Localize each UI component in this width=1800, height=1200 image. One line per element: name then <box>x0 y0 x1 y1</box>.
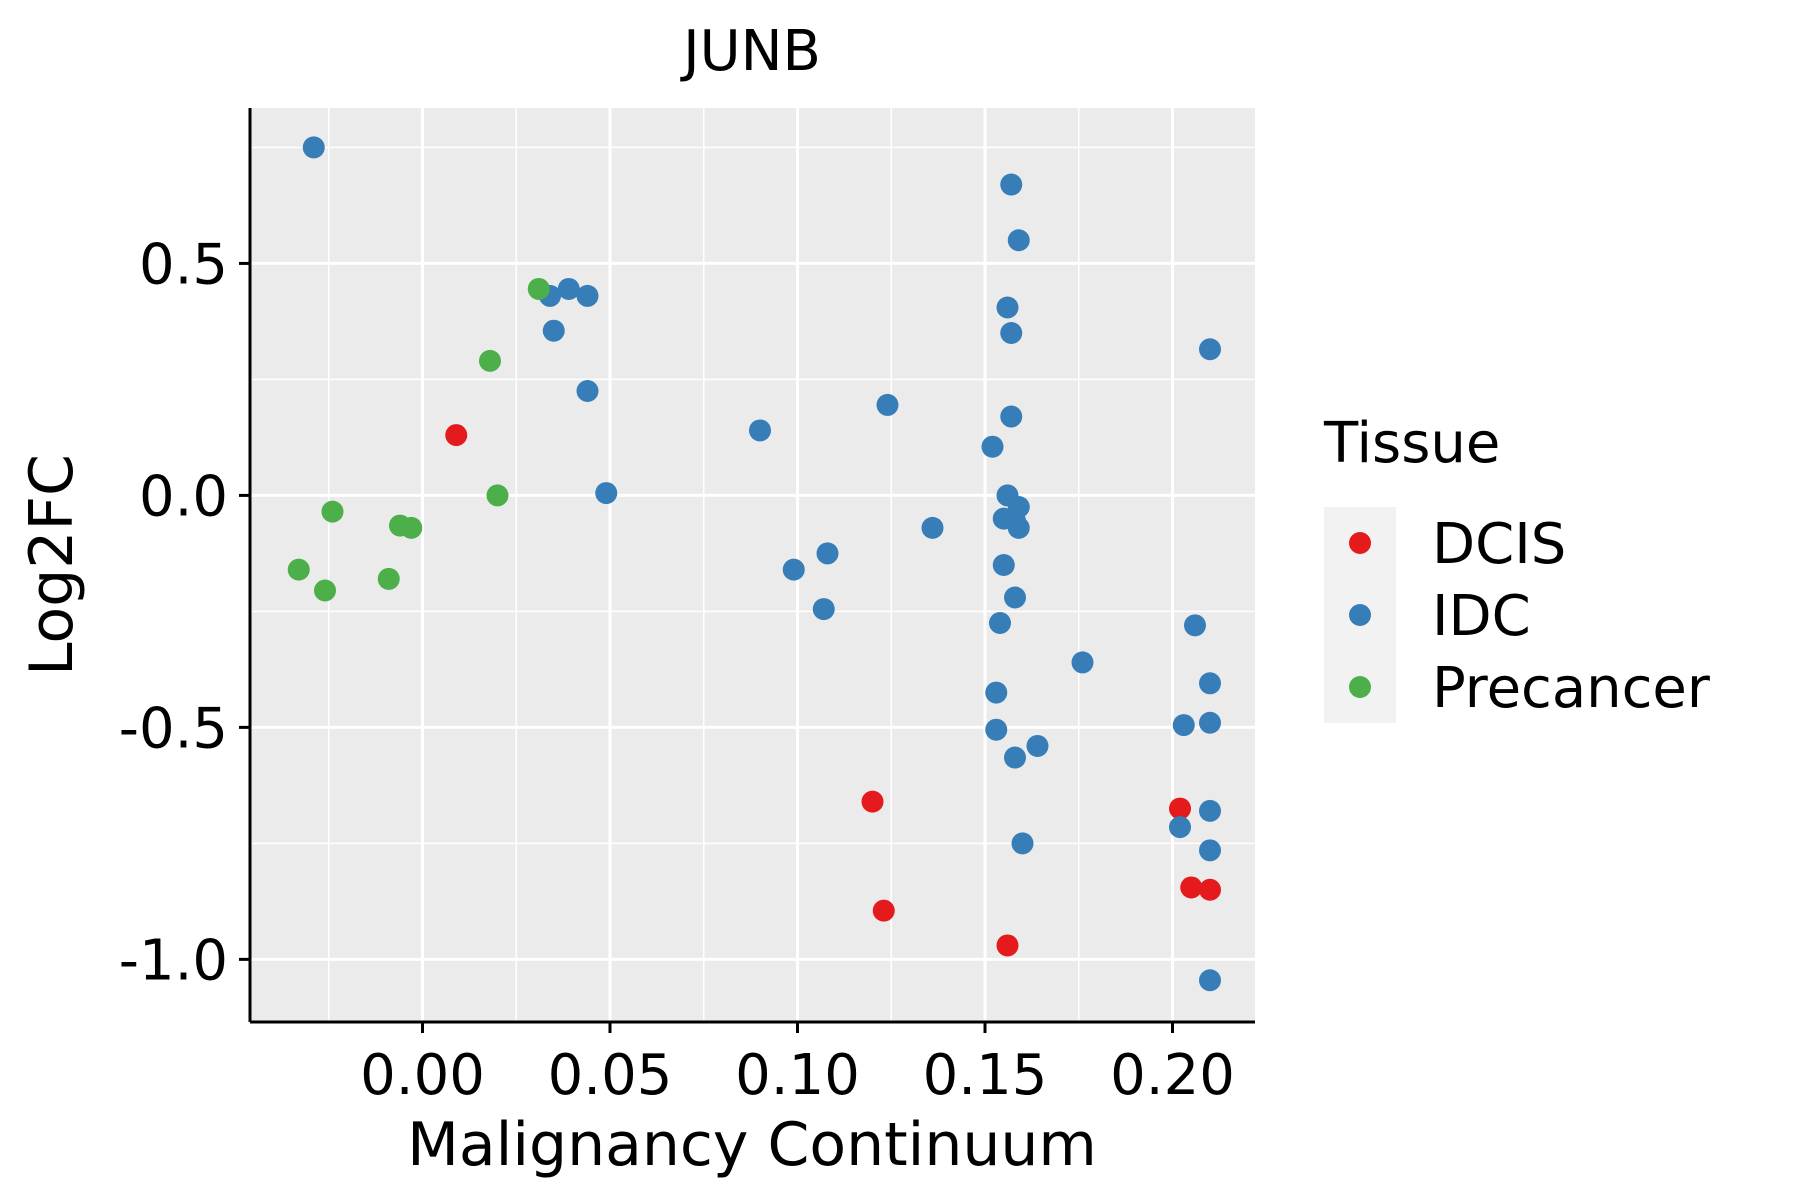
point-idc <box>1169 816 1191 839</box>
point-idc <box>1004 746 1026 769</box>
point-idc <box>876 393 899 416</box>
point-idc <box>1199 338 1221 361</box>
x-axis-ticks: 0.00 0.05 0.10 0.15 0.20 <box>360 1022 1235 1108</box>
point-idc <box>576 284 599 307</box>
x-tick-label: 0.00 <box>360 1043 485 1108</box>
point-idc <box>1199 839 1221 862</box>
y-tick-label: -0.5 <box>119 696 228 761</box>
x-tick-label: 0.20 <box>1110 1043 1235 1108</box>
point-idc <box>1199 711 1221 734</box>
legend-label-precancer: Precancer <box>1432 656 1711 721</box>
y-axis-ticks: -1.0 -0.5 0.0 0.5 <box>119 232 250 993</box>
point-idc <box>542 319 565 342</box>
minor-gridlines <box>250 108 1255 1022</box>
point-idc <box>1026 734 1049 757</box>
point-idc <box>1000 322 1023 345</box>
point-idc <box>576 380 599 403</box>
point-idc <box>816 542 839 565</box>
legend-marker-idc <box>1349 604 1371 626</box>
point-dcis <box>1199 878 1221 901</box>
point-idc <box>1172 714 1195 737</box>
legend: Tissue DCIS IDC Precancer <box>1323 411 1711 723</box>
y-axis-label: Log2FC <box>17 454 87 676</box>
plot-panel <box>250 108 1255 1022</box>
x-axis-label: Malignancy Continuum <box>407 1110 1097 1180</box>
y-tick-label: -1.0 <box>119 928 228 993</box>
point-dcis <box>1169 797 1191 820</box>
legend-marker-precancer <box>1349 676 1371 698</box>
point-idc <box>985 718 1008 741</box>
point-idc <box>1000 173 1023 196</box>
x-tick-label: 0.10 <box>735 1043 860 1108</box>
point-idc <box>1184 614 1206 637</box>
point-dcis <box>996 934 1019 957</box>
point-dcis <box>1180 876 1203 899</box>
point-idc <box>595 482 618 505</box>
point-idc <box>1199 672 1221 695</box>
point-idc <box>782 558 805 581</box>
x-tick-label: 0.15 <box>923 1043 1048 1108</box>
point-idc <box>1199 969 1221 992</box>
data-points <box>287 136 1221 992</box>
legend-entries: DCIS IDC Precancer <box>1349 512 1711 721</box>
point-dcis <box>445 424 468 447</box>
point-idc <box>302 136 325 159</box>
point-precancer <box>486 484 509 507</box>
legend-title: Tissue <box>1323 411 1500 476</box>
point-precancer <box>479 349 501 372</box>
point-idc <box>981 435 1004 458</box>
point-idc <box>992 554 1015 576</box>
point-idc <box>1011 832 1034 855</box>
legend-label-idc: IDC <box>1432 584 1531 649</box>
point-idc <box>1004 586 1026 609</box>
legend-marker-dcis <box>1349 532 1371 554</box>
major-gridlines <box>250 108 1255 1022</box>
point-idc <box>812 598 835 621</box>
point-idc <box>921 516 944 539</box>
point-idc <box>1007 516 1030 539</box>
chart-title: JUNB <box>680 19 821 84</box>
point-dcis <box>872 899 895 922</box>
point-precancer <box>314 579 336 602</box>
point-idc <box>1007 229 1030 252</box>
point-idc <box>1000 405 1023 428</box>
y-tick-label: 0.0 <box>139 464 228 529</box>
point-precancer <box>321 500 344 523</box>
point-precancer <box>527 277 550 300</box>
point-precancer <box>287 558 310 581</box>
point-dcis <box>861 790 884 813</box>
y-tick-label: 0.5 <box>139 232 228 297</box>
point-idc <box>749 419 771 442</box>
point-idc <box>1071 651 1094 674</box>
point-precancer <box>400 516 423 539</box>
point-idc <box>985 681 1008 704</box>
x-tick-label: 0.05 <box>548 1043 673 1108</box>
point-idc <box>989 611 1011 634</box>
legend-label-dcis: DCIS <box>1432 512 1566 577</box>
point-precancer <box>377 567 400 590</box>
point-idc <box>557 277 580 300</box>
point-idc <box>996 296 1019 319</box>
point-idc <box>1199 799 1221 822</box>
